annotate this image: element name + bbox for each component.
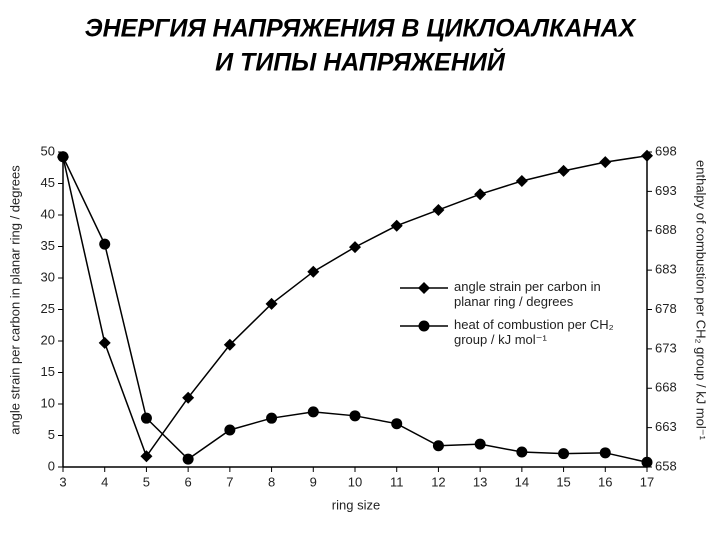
data-point <box>349 241 361 254</box>
x-tick-label: 13 <box>473 474 487 489</box>
data-point <box>99 238 111 250</box>
data-point <box>98 336 111 349</box>
y-tick-label: 20 <box>41 332 55 347</box>
x-tick-label: 12 <box>431 474 445 489</box>
y2-tick-label: 668 <box>655 380 677 395</box>
y-tick-label: 10 <box>41 395 55 410</box>
y-tick-label: 25 <box>41 301 55 316</box>
y-tick-label: 0 <box>48 458 55 473</box>
data-point <box>432 440 444 452</box>
legend-item: heat of combustion per CH₂ group / kJ mo… <box>454 317 614 347</box>
data-point <box>641 149 653 162</box>
y2-axis-label: enthalpy of combustion per CH₂ group / k… <box>694 160 709 441</box>
y2-tick-label: 683 <box>655 262 677 277</box>
chart-title: И ТИПЫ НАПРЯЖЕНИЙ <box>215 47 506 77</box>
data-point <box>474 438 486 450</box>
y-tick-label: 30 <box>41 269 55 284</box>
data-point <box>182 453 194 465</box>
data-point <box>182 391 195 404</box>
data-point <box>57 151 69 163</box>
x-tick-label: 3 <box>59 474 66 489</box>
x-axis-label: ring size <box>332 497 380 512</box>
x-tick-label: 16 <box>598 474 612 489</box>
data-point <box>641 456 653 468</box>
data-point <box>432 203 445 216</box>
x-tick-label: 5 <box>143 474 150 489</box>
data-point <box>307 265 320 278</box>
data-point <box>307 406 319 418</box>
data-point <box>474 188 487 201</box>
x-tick-label: 7 <box>226 474 233 489</box>
data-point <box>266 412 278 424</box>
legend-label: heat of combustion per CH₂ group / kJ mo… <box>454 317 614 347</box>
data-point <box>140 450 153 463</box>
data-point <box>391 418 403 430</box>
x-tick-label: 4 <box>101 474 108 489</box>
y-tick-label: 15 <box>41 364 55 379</box>
y2-tick-label: 658 <box>655 458 677 473</box>
y2-tick-label: 698 <box>655 143 677 158</box>
y2-tick-label: 673 <box>655 340 677 355</box>
y-tick-label: 40 <box>41 206 55 221</box>
y-tick-label: 35 <box>41 238 55 253</box>
legend-label: angle strain per carbon in planar ring /… <box>454 279 601 309</box>
legend-marker <box>418 320 430 332</box>
legend-item: angle strain per carbon in planar ring /… <box>454 279 601 309</box>
x-tick-label: 11 <box>390 474 404 489</box>
y2-tick-label: 678 <box>655 301 677 316</box>
data-point <box>557 164 570 177</box>
x-tick-label: 15 <box>556 474 570 489</box>
x-tick-label: 10 <box>348 474 362 489</box>
data-point <box>558 448 570 460</box>
y2-tick-label: 663 <box>655 419 677 434</box>
chart-title: ЭНЕРГИЯ НАПРЯЖЕНИЯ В ЦИКЛОАЛКАНАХ <box>85 15 637 43</box>
data-point <box>390 219 403 232</box>
legend-marker <box>418 282 430 294</box>
y-tick-label: 45 <box>41 175 55 190</box>
y2-tick-label: 688 <box>655 222 677 237</box>
x-tick-label: 6 <box>185 474 192 489</box>
y2-tick-label: 693 <box>655 183 677 198</box>
data-point <box>224 424 236 436</box>
y-axis-label: angle strain per carbon in planar ring /… <box>7 165 22 435</box>
data-point <box>515 174 528 187</box>
x-tick-label: 9 <box>310 474 317 489</box>
data-point <box>599 447 611 459</box>
y-tick-label: 50 <box>41 143 55 158</box>
data-point <box>223 338 236 351</box>
x-tick-label: 8 <box>268 474 275 489</box>
y-tick-label: 5 <box>48 427 55 442</box>
data-point <box>599 156 612 169</box>
x-tick-label: 17 <box>640 474 654 489</box>
data-point <box>349 410 361 422</box>
data-point <box>516 446 528 458</box>
data-point <box>265 297 278 310</box>
x-tick-label: 14 <box>515 474 529 489</box>
data-point <box>140 412 152 424</box>
